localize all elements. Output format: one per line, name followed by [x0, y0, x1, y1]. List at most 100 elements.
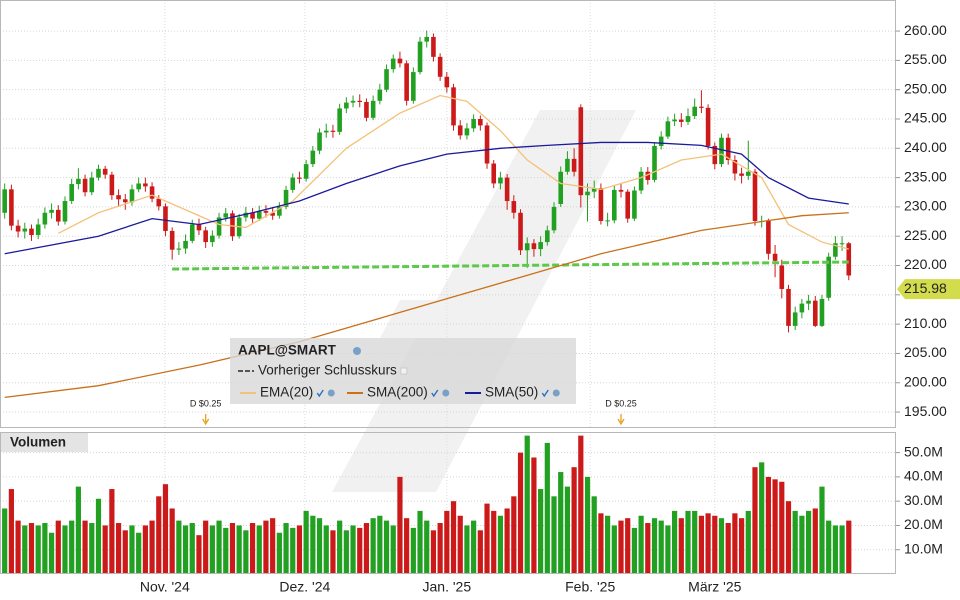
candle-body	[210, 235, 215, 243]
candle-body	[672, 119, 677, 122]
candle-body	[498, 177, 503, 184]
volume-bar	[48, 532, 55, 574]
volume-bar	[631, 527, 638, 574]
volume-bar	[725, 523, 731, 574]
volume-bar	[671, 510, 678, 574]
candle-body	[82, 178, 88, 193]
volume-bar	[551, 496, 557, 574]
x-tick-label: Dez. '24	[279, 579, 330, 595]
candle-body	[612, 189, 617, 221]
candle-body	[143, 183, 148, 187]
candle-body	[62, 201, 68, 222]
candle-body	[665, 121, 671, 137]
volume-bar	[243, 530, 249, 574]
x-tick-label: Feb. '25	[565, 579, 615, 595]
volume-bar	[256, 525, 262, 574]
candle-body	[22, 228, 28, 232]
candle-body	[404, 63, 409, 101]
volume-bar	[645, 523, 651, 574]
y-tick-label: 245.00	[904, 110, 947, 126]
volume-bar	[531, 457, 537, 574]
y-tick-label: 255.00	[904, 51, 947, 67]
candle-body	[766, 220, 771, 254]
annotation-marker	[202, 414, 210, 426]
y-tick-label: 260.00	[904, 22, 947, 38]
candle-body	[122, 199, 128, 203]
candle-body	[806, 300, 811, 304]
candle-body	[196, 224, 202, 231]
volume-bar	[718, 518, 725, 574]
volume-bar	[89, 523, 95, 574]
candle-body	[719, 137, 724, 165]
volume-bar	[591, 496, 597, 574]
volume-bar	[491, 510, 497, 574]
volume-bar	[511, 496, 517, 574]
volume-bar	[156, 496, 162, 574]
candle-body	[344, 102, 349, 109]
volume-bar	[584, 476, 591, 574]
candle-body	[310, 150, 316, 165]
candle-body	[69, 184, 74, 202]
price-frame	[0, 0, 896, 428]
volume-bar	[290, 527, 296, 574]
candle-body	[129, 189, 135, 203]
line-series	[4, 141, 849, 255]
y-tick-label: 210.00	[904, 315, 947, 331]
volume-bar	[316, 518, 323, 574]
candle-body	[551, 206, 557, 231]
candle-body	[330, 130, 336, 132]
volume-bar	[82, 520, 88, 574]
candle-body	[451, 87, 456, 126]
volume-bar	[390, 525, 396, 574]
volume-bar	[826, 520, 832, 574]
candle-body	[437, 56, 443, 77]
volume-bar	[263, 520, 269, 574]
y-tick-label: 10.0M	[904, 540, 943, 556]
volume-bar	[410, 527, 416, 574]
line-series	[4, 212, 849, 399]
candle-body	[364, 101, 369, 118]
candle-body	[598, 188, 604, 221]
volume-bar	[357, 527, 363, 574]
volume-bar	[544, 442, 550, 574]
candle-body	[571, 158, 577, 172]
candle-body	[183, 240, 188, 249]
volume-bar	[169, 508, 175, 574]
candle-body	[89, 177, 95, 193]
y-tick-label: 240.00	[904, 139, 947, 155]
candle-body	[699, 106, 704, 108]
last-price-box	[897, 279, 960, 300]
volume-bar	[28, 523, 35, 574]
volume-bar	[283, 523, 289, 574]
volume-bar	[611, 525, 617, 574]
candle-body	[2, 189, 7, 213]
candle-body	[49, 209, 54, 213]
volume-bar	[363, 523, 370, 574]
candle-body	[591, 188, 597, 192]
candle-body	[745, 171, 751, 176]
volume-bar	[270, 518, 276, 574]
candle-body	[149, 186, 155, 199]
candle-body	[431, 36, 436, 57]
line-series	[57, 94, 849, 250]
volume-bar	[22, 525, 28, 574]
volume-bar	[437, 523, 443, 574]
candle-body	[303, 164, 309, 179]
volume-bar	[618, 520, 624, 574]
candle-body	[203, 230, 208, 243]
candle-body	[384, 69, 389, 90]
volume-bar	[115, 523, 122, 574]
candle-body	[55, 209, 61, 222]
volume-bar	[196, 535, 202, 574]
legend-icon	[327, 389, 335, 397]
legend-icon	[353, 347, 361, 355]
volume-bar	[370, 518, 376, 574]
candle-body	[417, 41, 423, 73]
candle-body	[565, 158, 570, 172]
candle-body	[9, 189, 14, 226]
volume-bar	[176, 520, 182, 574]
x-tick-label: März '25	[688, 579, 741, 595]
candle-body	[323, 130, 329, 133]
watermark-shape	[380, 300, 520, 338]
candle-body	[357, 100, 363, 102]
